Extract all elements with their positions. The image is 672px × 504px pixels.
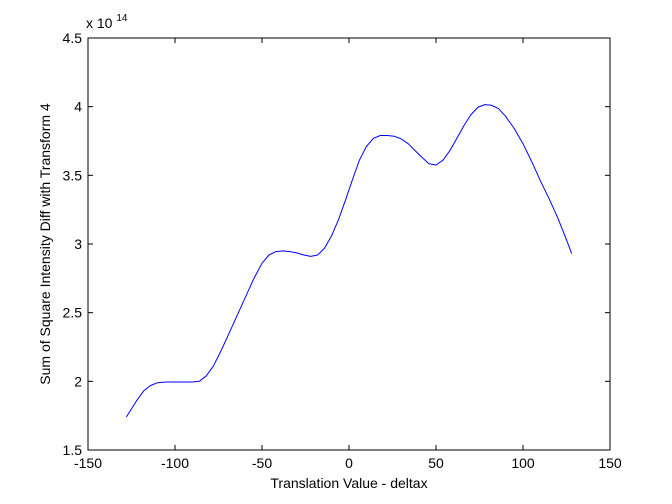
y-tick-label: 1.5 bbox=[63, 442, 83, 458]
y-ticks: 1.5 2 2.5 3 3.5 4 4.5 bbox=[63, 30, 610, 458]
x-axis-label: Translation Value - deltax bbox=[270, 475, 427, 491]
y-axis-multiplier-base: x 10 bbox=[86, 15, 113, 31]
series-line bbox=[125, 104, 573, 418]
y-axis-multiplier-exponent: 14 bbox=[116, 13, 128, 24]
x-tick-label: -50 bbox=[252, 455, 272, 471]
y-axis-multiplier: x 10 14 bbox=[86, 13, 128, 31]
x-tick-label: 100 bbox=[511, 455, 535, 471]
x-tick-label: 0 bbox=[345, 455, 353, 471]
y-axis-label: Sum of Square Intensity Diff with Transf… bbox=[37, 103, 53, 385]
y-tick-label: 4.5 bbox=[63, 30, 83, 46]
y-tick-label: 2.5 bbox=[63, 305, 83, 321]
series-group bbox=[125, 104, 573, 418]
y-tick-label: 3.5 bbox=[63, 167, 83, 183]
x-tick-label: 150 bbox=[598, 455, 622, 471]
y-tick-label: 3 bbox=[74, 236, 82, 252]
y-tick-label: 2 bbox=[74, 373, 82, 389]
x-ticks: -150 -100 -50 0 50 100 150 bbox=[74, 38, 622, 471]
plot-area bbox=[88, 38, 610, 450]
x-tick-label: -150 bbox=[74, 455, 102, 471]
x-tick-label: -100 bbox=[161, 455, 189, 471]
y-tick-label: 4 bbox=[74, 99, 82, 115]
x-tick-label: 50 bbox=[428, 455, 444, 471]
